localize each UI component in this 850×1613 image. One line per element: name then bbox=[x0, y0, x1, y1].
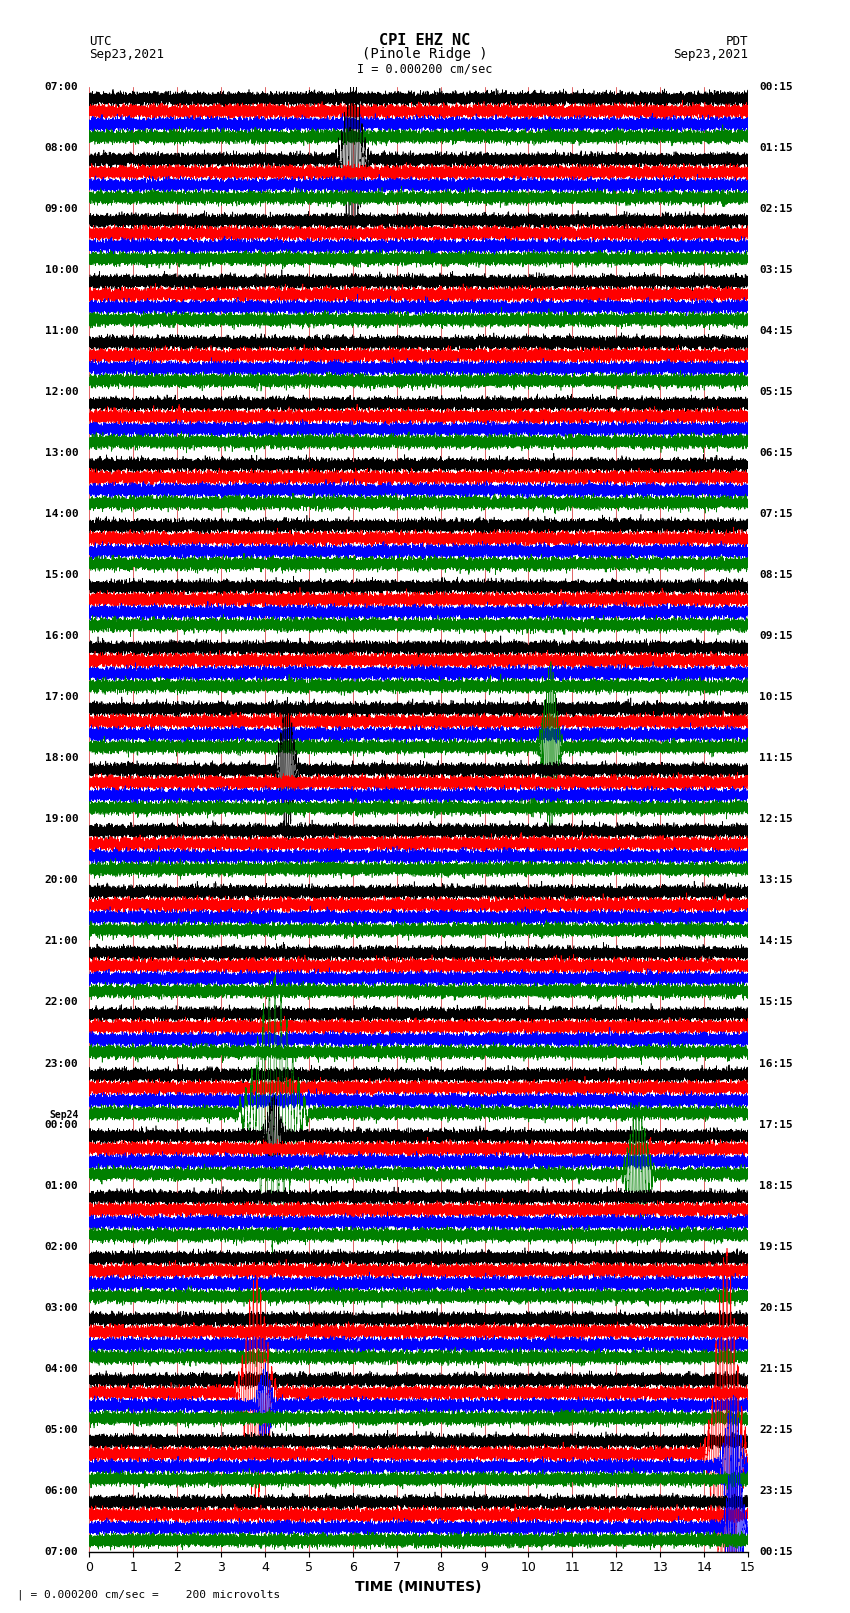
Text: 19:00: 19:00 bbox=[44, 815, 78, 824]
Text: 09:15: 09:15 bbox=[759, 631, 793, 642]
Text: 19:15: 19:15 bbox=[759, 1242, 793, 1252]
X-axis label: TIME (MINUTES): TIME (MINUTES) bbox=[355, 1581, 482, 1594]
Text: 12:15: 12:15 bbox=[759, 815, 793, 824]
Text: 20:15: 20:15 bbox=[759, 1303, 793, 1313]
Text: 08:00: 08:00 bbox=[44, 144, 78, 153]
Text: 05:00: 05:00 bbox=[44, 1424, 78, 1434]
Text: 03:15: 03:15 bbox=[759, 265, 793, 276]
Text: 15:15: 15:15 bbox=[759, 997, 793, 1008]
Text: 07:15: 07:15 bbox=[759, 510, 793, 519]
Text: | = 0.000200 cm/sec =    200 microvolts: | = 0.000200 cm/sec = 200 microvolts bbox=[17, 1589, 280, 1600]
Text: 13:00: 13:00 bbox=[44, 448, 78, 458]
Text: 12:00: 12:00 bbox=[44, 387, 78, 397]
Text: 15:00: 15:00 bbox=[44, 571, 78, 581]
Text: 23:00: 23:00 bbox=[44, 1058, 78, 1068]
Text: 02:00: 02:00 bbox=[44, 1242, 78, 1252]
Text: CPI EHZ NC: CPI EHZ NC bbox=[379, 32, 471, 47]
Text: 05:15: 05:15 bbox=[759, 387, 793, 397]
Text: Sep24: Sep24 bbox=[49, 1110, 78, 1121]
Text: 07:00: 07:00 bbox=[44, 82, 78, 92]
Text: 00:00: 00:00 bbox=[44, 1119, 78, 1129]
Text: PDT: PDT bbox=[726, 34, 748, 47]
Text: 22:15: 22:15 bbox=[759, 1424, 793, 1434]
Text: 02:15: 02:15 bbox=[759, 205, 793, 215]
Text: Sep23,2021: Sep23,2021 bbox=[673, 48, 748, 61]
Text: 21:15: 21:15 bbox=[759, 1363, 793, 1374]
Text: 06:00: 06:00 bbox=[44, 1486, 78, 1495]
Text: UTC: UTC bbox=[89, 34, 111, 47]
Text: 17:15: 17:15 bbox=[759, 1119, 793, 1129]
Text: 01:15: 01:15 bbox=[759, 144, 793, 153]
Text: 03:00: 03:00 bbox=[44, 1303, 78, 1313]
Text: 10:00: 10:00 bbox=[44, 265, 78, 276]
Text: 14:15: 14:15 bbox=[759, 937, 793, 947]
Text: 13:15: 13:15 bbox=[759, 876, 793, 886]
Text: 06:15: 06:15 bbox=[759, 448, 793, 458]
Text: 17:00: 17:00 bbox=[44, 692, 78, 702]
Text: 23:15: 23:15 bbox=[759, 1486, 793, 1495]
Text: 07:00: 07:00 bbox=[44, 1547, 78, 1557]
Text: 16:15: 16:15 bbox=[759, 1058, 793, 1068]
Text: 16:00: 16:00 bbox=[44, 631, 78, 642]
Text: 10:15: 10:15 bbox=[759, 692, 793, 702]
Text: Sep23,2021: Sep23,2021 bbox=[89, 48, 164, 61]
Text: 18:00: 18:00 bbox=[44, 753, 78, 763]
Text: 20:00: 20:00 bbox=[44, 876, 78, 886]
Text: 01:00: 01:00 bbox=[44, 1181, 78, 1190]
Text: (Pinole Ridge ): (Pinole Ridge ) bbox=[362, 47, 488, 61]
Text: 11:00: 11:00 bbox=[44, 326, 78, 336]
Text: 00:15: 00:15 bbox=[759, 1547, 793, 1557]
Text: 21:00: 21:00 bbox=[44, 937, 78, 947]
Text: 22:00: 22:00 bbox=[44, 997, 78, 1008]
Text: 09:00: 09:00 bbox=[44, 205, 78, 215]
Text: 18:15: 18:15 bbox=[759, 1181, 793, 1190]
Text: 04:15: 04:15 bbox=[759, 326, 793, 336]
Text: 04:00: 04:00 bbox=[44, 1363, 78, 1374]
Text: I = 0.000200 cm/sec: I = 0.000200 cm/sec bbox=[357, 63, 493, 76]
Text: 00:15: 00:15 bbox=[759, 82, 793, 92]
Text: 14:00: 14:00 bbox=[44, 510, 78, 519]
Text: 08:15: 08:15 bbox=[759, 571, 793, 581]
Text: 11:15: 11:15 bbox=[759, 753, 793, 763]
